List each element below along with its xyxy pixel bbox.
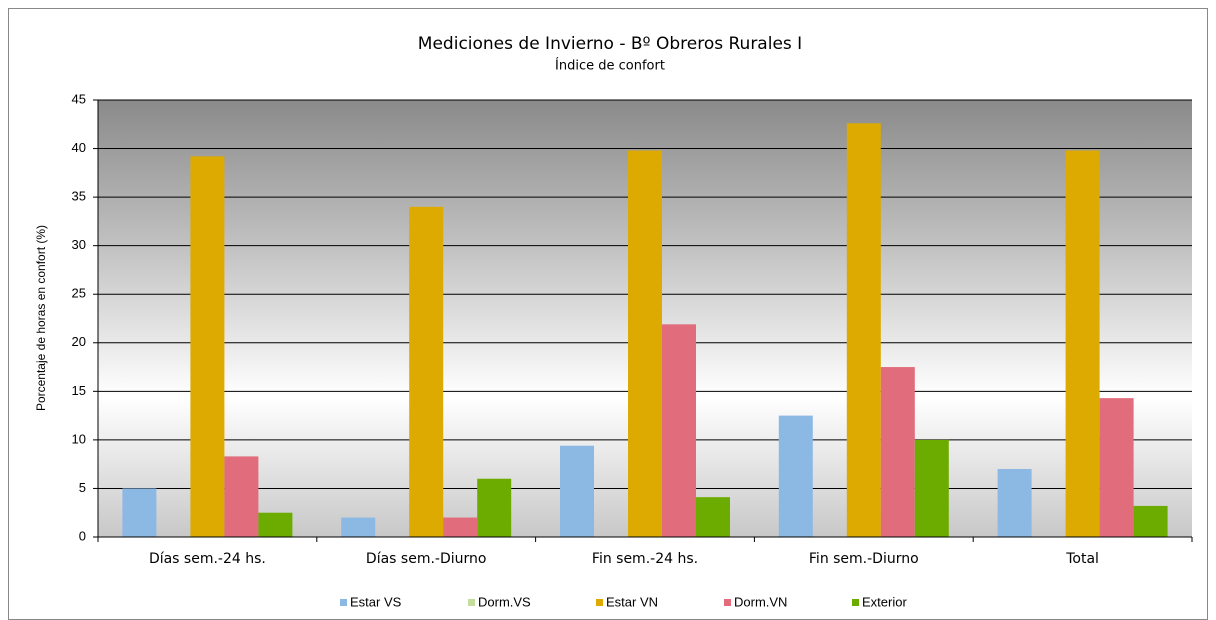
bar bbox=[1133, 505, 1168, 537]
x-tick-label: Total bbox=[1065, 551, 1099, 567]
legend-swatch bbox=[724, 599, 731, 606]
bar bbox=[341, 517, 376, 537]
y-tick-label: 25 bbox=[72, 286, 86, 301]
bar bbox=[914, 439, 949, 537]
bar bbox=[1065, 150, 1100, 537]
y-tick-label: 5 bbox=[79, 480, 86, 495]
legend-swatch bbox=[852, 599, 859, 606]
bar bbox=[443, 517, 478, 537]
x-tick-label: Fin sem.-Diurno bbox=[809, 551, 919, 567]
x-tick-label: Fin sem.-24 hs. bbox=[592, 551, 698, 567]
legend-label: Exterior bbox=[862, 594, 907, 609]
y-tick-label: 15 bbox=[72, 383, 86, 398]
legend-swatch bbox=[340, 599, 347, 606]
bar bbox=[696, 497, 730, 537]
bar bbox=[997, 469, 1032, 537]
x-tick-label: Días sem.-Diurno bbox=[366, 551, 487, 567]
y-tick-label: 40 bbox=[72, 140, 86, 155]
y-tick-label: 35 bbox=[72, 189, 86, 204]
legend-label: Estar VS bbox=[350, 594, 402, 609]
bar bbox=[846, 123, 881, 537]
bar bbox=[477, 478, 512, 537]
legend-label: Estar VN bbox=[606, 594, 658, 609]
y-tick-label: 30 bbox=[72, 237, 86, 252]
y-axis-label: Porcentaje de horas en confort (%) bbox=[34, 225, 48, 411]
bar bbox=[778, 415, 813, 537]
legend-label: Dorm.VN bbox=[734, 594, 787, 609]
chart-title: Mediciones de Invierno - Bº Obreros Rura… bbox=[418, 34, 802, 54]
y-tick-label: 10 bbox=[72, 431, 86, 446]
y-tick-label: 45 bbox=[72, 91, 86, 106]
bar bbox=[1099, 398, 1134, 537]
bar bbox=[560, 445, 594, 537]
legend-swatch bbox=[596, 599, 603, 606]
legend-swatch bbox=[468, 599, 475, 606]
bar bbox=[122, 488, 157, 537]
legend-label: Dorm.VS bbox=[478, 594, 531, 609]
bar bbox=[258, 512, 293, 537]
y-tick-label: 0 bbox=[79, 528, 86, 543]
bar bbox=[190, 156, 225, 537]
x-tick-label: Días sem.-24 hs. bbox=[149, 551, 266, 567]
bar bbox=[628, 150, 662, 537]
y-tick-label: 20 bbox=[72, 334, 86, 349]
bar bbox=[662, 324, 696, 537]
bar bbox=[409, 206, 444, 538]
chart-subtitle: Índice de confort bbox=[555, 58, 665, 74]
bar bbox=[224, 456, 259, 537]
bar bbox=[880, 367, 915, 537]
